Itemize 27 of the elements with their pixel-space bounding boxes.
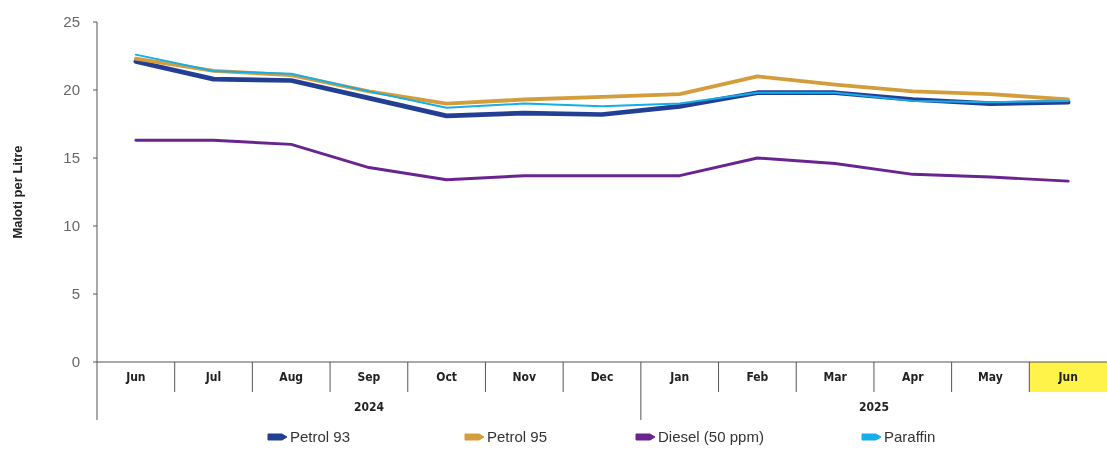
x-tick-label: Jul xyxy=(204,370,222,384)
x-tick-label: May xyxy=(978,370,1003,384)
x-tick-label: Sep xyxy=(357,370,381,384)
x-tick-label: Jun xyxy=(1057,370,1078,384)
y-tick-label: 0 xyxy=(71,353,80,371)
text: 2025 xyxy=(858,400,889,414)
y-tick-label: 10 xyxy=(63,217,80,235)
text: 2024 xyxy=(353,400,385,414)
legend-label: Petrol 93 xyxy=(290,428,351,445)
y-tick-label: 5 xyxy=(71,285,80,303)
x-tick-label: Dec xyxy=(590,370,614,384)
x-tick-label: Jan xyxy=(669,370,690,384)
x-tick-label: Apr xyxy=(902,370,925,384)
y-tick-label: 25 xyxy=(63,13,80,31)
legend-label: Petrol 95 xyxy=(487,428,548,445)
legend-label: Paraffin xyxy=(884,428,936,445)
x-tick-label: Oct xyxy=(436,370,457,384)
x-tick-label: Nov xyxy=(512,370,537,384)
y-axis-title: Maloti per Litre xyxy=(10,145,25,239)
legend-label: Diesel (50 ppm) xyxy=(658,428,764,445)
x-tick-label: Aug xyxy=(279,370,304,384)
x-tick-label: Feb xyxy=(746,370,769,384)
y-tick-label: 20 xyxy=(63,81,80,99)
x-tick-label: Mar xyxy=(823,370,848,384)
y-tick-label: 15 xyxy=(63,149,80,167)
line-series xyxy=(134,138,1070,183)
x-tick-label: Jun xyxy=(125,370,146,384)
